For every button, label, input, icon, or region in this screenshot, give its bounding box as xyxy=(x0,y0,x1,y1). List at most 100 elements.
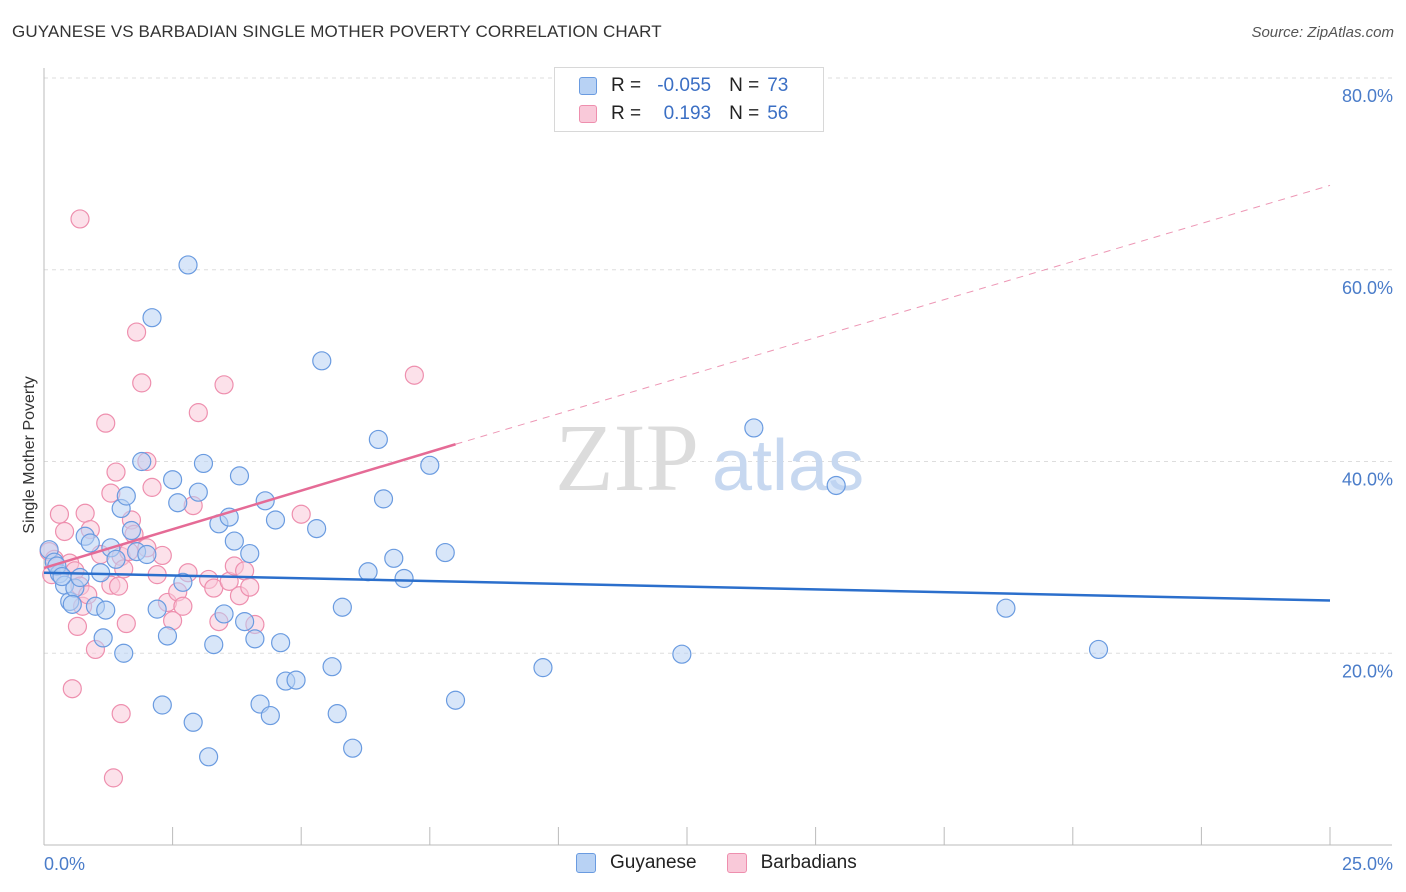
guyanese-point xyxy=(307,519,327,539)
guyanese-point xyxy=(373,489,394,509)
legend-swatch-guyanese xyxy=(579,77,597,95)
guyanese-point xyxy=(435,542,455,563)
y-tick-label: 80.0% xyxy=(1342,86,1393,106)
x-tick-label: 0.0% xyxy=(44,854,85,874)
guyanese-point xyxy=(132,451,152,472)
guyanese-point xyxy=(286,670,306,690)
guyanese-point xyxy=(996,598,1016,618)
barbadian-point xyxy=(188,403,208,423)
barbadians-label: Barbadians xyxy=(760,852,857,873)
guyanese-point xyxy=(343,738,363,758)
barbadian-point xyxy=(126,322,147,342)
guyanese-point xyxy=(168,493,188,513)
barbadian-point xyxy=(142,477,162,497)
barbadian-point xyxy=(106,462,126,482)
guyanese-point xyxy=(744,418,764,438)
guyanese-point xyxy=(93,628,113,648)
barbadian-point xyxy=(291,504,311,524)
barbadian-point xyxy=(108,576,129,596)
axes xyxy=(43,68,1392,846)
guyanese-swatch xyxy=(576,853,596,873)
legend-r-label: R = xyxy=(611,103,642,124)
guyanese-point xyxy=(163,470,183,490)
guyanese-point xyxy=(96,600,116,620)
guyanese-point xyxy=(121,520,142,541)
watermark-atlas: atlas xyxy=(712,426,864,506)
guyanese-point xyxy=(52,566,72,587)
guyanese-point xyxy=(80,533,100,553)
axis-labels: 20.0% 40.0% 60.0% 80.0% 0.0% 25.0% xyxy=(44,86,1393,874)
y-tick-label: 40.0% xyxy=(1342,470,1393,490)
guyanese-point xyxy=(142,308,162,328)
guyanese-point xyxy=(62,594,82,614)
barbadian-point xyxy=(132,373,152,393)
barbadian-point xyxy=(96,413,116,433)
barbadian-point xyxy=(67,616,88,637)
guyanese-point xyxy=(245,629,265,649)
guyanese-label: Guyanese xyxy=(610,852,697,873)
series-legend-guyanese[interactable]: Guyanese xyxy=(576,852,697,874)
legend-row-guyanese: R = -0.055 N = 73 xyxy=(579,74,788,98)
barbadians-swatch xyxy=(726,853,747,873)
legend-r-value: 0.193 xyxy=(663,103,712,124)
legend-n-label: N = xyxy=(729,103,760,124)
guyanese-point xyxy=(137,544,157,565)
barbadian-point xyxy=(240,577,260,597)
guyanese-point xyxy=(193,453,214,474)
guyanese-point xyxy=(224,531,244,551)
barbadian-trend-extension xyxy=(455,184,1331,445)
watermark-zip: ZIP xyxy=(555,404,699,511)
guyanese-point xyxy=(420,455,440,475)
legend-swatch-barbadians xyxy=(579,105,597,123)
legend-r-value: -0.055 xyxy=(657,75,712,96)
series-legend: Guyanese Barbadians xyxy=(576,852,887,874)
barbadian-point xyxy=(116,613,136,634)
guyanese-point xyxy=(70,567,90,588)
guyanese-point xyxy=(322,657,342,677)
guyanese-point xyxy=(260,705,280,726)
guyanese-point xyxy=(183,712,203,732)
guyanese-point xyxy=(214,604,234,624)
guyanese-point xyxy=(265,510,286,530)
barbadian-point xyxy=(103,768,124,788)
guyanese-point xyxy=(114,643,134,663)
y-axis-title: Single Mother Poverty xyxy=(21,376,38,533)
guyanese-point xyxy=(178,255,198,275)
barbadian-point xyxy=(62,679,82,699)
barbadian-point xyxy=(173,596,193,616)
guyanese-points xyxy=(39,255,1109,767)
legend-r-label: R = xyxy=(611,75,642,96)
guyanese-point xyxy=(533,658,553,678)
chart-title: GUYANESE VS BARBADIAN SINGLE MOTHER POVE… xyxy=(12,22,662,41)
x-tick-label: 25.0% xyxy=(1342,854,1393,874)
guyanese-point xyxy=(384,548,404,568)
barbadian-trend-line xyxy=(43,443,456,570)
trend-lines xyxy=(43,184,1331,602)
source-label: Source: ZipAtlas.com xyxy=(1251,24,1394,41)
guyanese-point xyxy=(826,475,846,496)
legend-n-value: 73 xyxy=(767,75,789,96)
barbadian-point xyxy=(214,375,234,395)
guyanese-point xyxy=(394,568,414,589)
guyanese-point xyxy=(188,482,208,502)
barbadian-point xyxy=(404,365,424,385)
guyanese-point xyxy=(116,486,136,506)
guyanese-point xyxy=(327,704,347,724)
barbadian-point xyxy=(54,521,75,542)
guyanese-point xyxy=(157,626,178,646)
guyanese-point xyxy=(672,644,692,664)
barbadian-point xyxy=(75,503,95,523)
guyanese-point xyxy=(173,572,193,592)
guyanese-point xyxy=(240,543,260,564)
guyanese-point xyxy=(147,599,167,619)
watermark: ZIP atlas xyxy=(555,404,864,511)
series-legend-barbadians[interactable]: Barbadians xyxy=(726,852,857,874)
legend-n-value: 56 xyxy=(767,103,789,124)
guyanese-trend-line xyxy=(43,571,1331,602)
guyanese-point xyxy=(368,429,388,450)
guyanese-point xyxy=(358,562,378,582)
barbadian-points xyxy=(39,209,424,788)
guyanese-point xyxy=(204,635,224,655)
y-tick-label: 20.0% xyxy=(1342,661,1393,681)
